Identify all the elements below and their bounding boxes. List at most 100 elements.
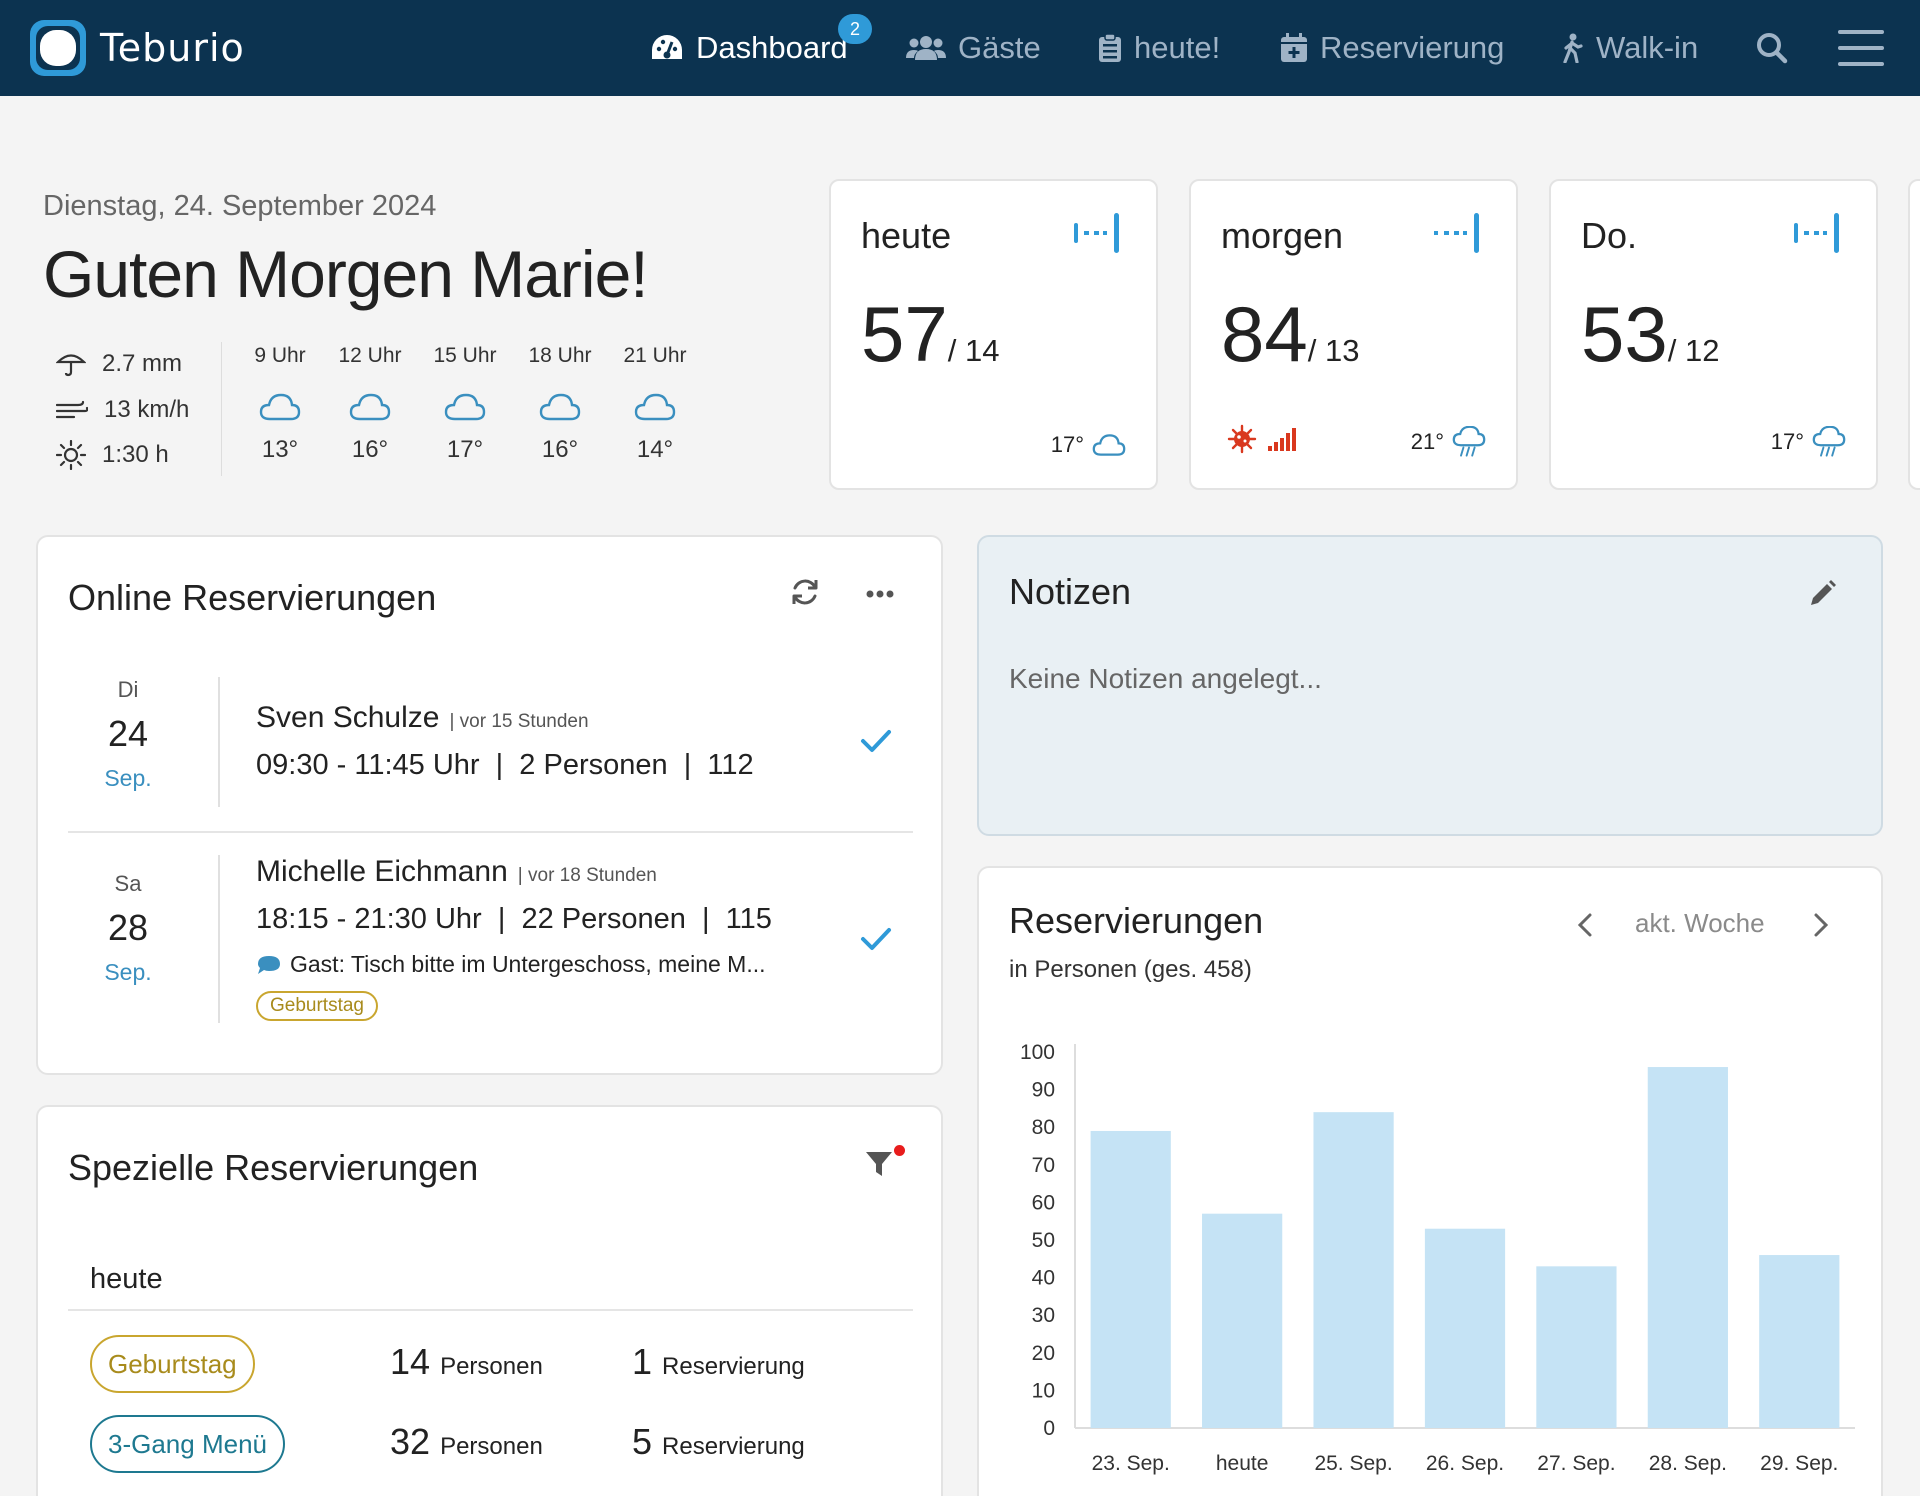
hour-temp: 13° bbox=[261, 436, 299, 463]
edit-pencil-icon[interactable] bbox=[1807, 579, 1837, 609]
chart-bar bbox=[1313, 1112, 1394, 1428]
forecast-card-thursday[interactable]: Do. 53/ 12 17° bbox=[1549, 179, 1878, 490]
reservation-item[interactable]: Sa 28 Sep. Michelle Eichmann | vor 18 Stu… bbox=[68, 855, 913, 1023]
cloud-icon bbox=[634, 393, 676, 421]
reservation-count: 1 Reservierung bbox=[632, 1341, 805, 1382]
hamburger-menu-icon[interactable] bbox=[1838, 30, 1884, 78]
y-tick-label: 60 bbox=[1032, 1191, 1055, 1214]
x-tick-label: heute bbox=[1216, 1452, 1269, 1475]
nav-reservierung[interactable]: Reservierung bbox=[1280, 28, 1504, 68]
forecast-reservations: / 14 bbox=[947, 333, 1000, 368]
time-ago: | vor 18 Stunden bbox=[517, 865, 657, 886]
cloud-icon bbox=[349, 393, 391, 421]
confirm-check-icon[interactable] bbox=[860, 927, 892, 951]
reservation-count: 5 Reservierung bbox=[632, 1421, 805, 1462]
tag-label: Geburtstag bbox=[256, 991, 378, 1021]
period-label[interactable]: akt. Woche bbox=[1635, 908, 1765, 938]
capacity-gauge-icon bbox=[1434, 213, 1479, 253]
hourly-forecast-item: 12 Uhr 16° bbox=[330, 344, 410, 464]
filter-icon[interactable] bbox=[864, 1149, 894, 1179]
nav-heute-label: heute! bbox=[1134, 30, 1221, 65]
capacity-gauge-icon bbox=[1074, 213, 1119, 253]
search-icon[interactable] bbox=[1756, 32, 1788, 64]
forecast-temp: 17° bbox=[1770, 429, 1804, 454]
forecast-day: Do. bbox=[1581, 215, 1638, 256]
hour-label: 15 Uhr bbox=[433, 344, 497, 367]
hourly-forecast-item: 21 Uhr 14° bbox=[615, 344, 695, 464]
forecast-day: heute bbox=[861, 215, 952, 256]
refresh-icon[interactable] bbox=[790, 577, 820, 607]
forecast-temp: 17° bbox=[1050, 432, 1084, 457]
hour-temp: 16° bbox=[351, 436, 389, 463]
hourly-forecast-item: 9 Uhr 13° bbox=[240, 344, 320, 464]
confirm-check-icon[interactable] bbox=[860, 729, 892, 753]
reservation-details: 18:15 - 21:30 Uhr | 22 Personen | 115 bbox=[256, 903, 772, 935]
filter-active-dot bbox=[894, 1145, 905, 1156]
sun-value: 1:30 h bbox=[102, 441, 169, 468]
reservation-item[interactable]: Di 24 Sep. Sven Schulze | vor 15 Stunden … bbox=[68, 677, 913, 807]
more-options-icon[interactable] bbox=[866, 590, 894, 598]
sun-icon bbox=[56, 440, 86, 470]
forecast-persons: 53/ 12 bbox=[1581, 290, 1720, 378]
forecast-card-next[interactable] bbox=[1908, 179, 1920, 490]
section-divider bbox=[68, 1309, 913, 1311]
forecast-alerts bbox=[1227, 424, 1299, 454]
forecast-persons: 57/ 14 bbox=[861, 290, 1000, 378]
special-row[interactable]: 3-Gang Menü 32 Personen 5 Reservierung bbox=[38, 1415, 943, 1475]
tag-pill[interactable]: Geburtstag bbox=[90, 1335, 255, 1393]
umbrella-icon bbox=[56, 354, 86, 377]
users-icon bbox=[906, 36, 946, 60]
cloud-icon bbox=[1092, 434, 1126, 456]
guest-note-text: Gast: Tisch bitte im Untergeschoss, mein… bbox=[290, 951, 766, 977]
cloud-icon bbox=[259, 393, 301, 421]
cloud-icon bbox=[539, 393, 581, 421]
special-reservations-panel: Spezielle Reservierungen heute Geburtsta… bbox=[36, 1105, 943, 1496]
chevron-right-icon[interactable] bbox=[1811, 912, 1831, 938]
y-tick-label: 100 bbox=[1020, 1041, 1055, 1064]
nav-gaeste[interactable]: Gäste bbox=[906, 28, 1041, 68]
clipboard-list-icon bbox=[1099, 33, 1121, 62]
nav-walkin[interactable]: Walk-in bbox=[1560, 28, 1698, 68]
reservation-weekday: Sa bbox=[114, 871, 142, 896]
forecast-reservations: / 12 bbox=[1667, 333, 1720, 368]
chart-bar bbox=[1536, 1266, 1617, 1428]
forecast-card-tomorrow[interactable]: morgen 84/ 13 21° bbox=[1189, 179, 1518, 490]
tag-pill[interactable]: 3-Gang Menü bbox=[90, 1415, 285, 1473]
guest-name: Michelle Eichmann | vor 18 Stunden bbox=[256, 855, 657, 888]
x-tick-label: 28. Sep. bbox=[1649, 1452, 1727, 1475]
birthday-tag: Geburtstag bbox=[256, 991, 378, 1021]
guest-note: Gast: Tisch bitte im Untergeschoss, mein… bbox=[256, 951, 766, 978]
sun-stat: 1:30 h bbox=[56, 440, 169, 470]
x-tick-label: 27. Sep. bbox=[1537, 1452, 1615, 1475]
forecast-weather: 21° bbox=[1411, 426, 1486, 458]
x-tick-label: 25. Sep. bbox=[1314, 1452, 1392, 1475]
chevron-left-icon[interactable] bbox=[1575, 912, 1595, 938]
x-tick-label: 26. Sep. bbox=[1426, 1452, 1504, 1475]
nav-heute[interactable]: heute! bbox=[1098, 28, 1220, 68]
reservation-day: 28 bbox=[107, 907, 149, 948]
persons-count: 14 Personen bbox=[390, 1341, 543, 1382]
y-tick-label: 40 bbox=[1032, 1267, 1055, 1290]
reservation-date: Sa 28 Sep. bbox=[68, 871, 188, 986]
reservation-weekday: Di bbox=[117, 677, 139, 702]
nav-dashboard-label: Dashboard bbox=[696, 30, 848, 65]
capacity-gauge-icon bbox=[1794, 213, 1839, 253]
y-tick-label: 70 bbox=[1032, 1154, 1055, 1177]
hourly-forecast-item: 15 Uhr 17° bbox=[425, 344, 505, 464]
wind-value: 13 km/h bbox=[104, 396, 190, 423]
hour-temp: 16° bbox=[541, 436, 579, 463]
nav-dashboard[interactable]: Dashboard bbox=[650, 28, 848, 68]
app-logo[interactable]: Teburio bbox=[28, 18, 245, 78]
y-tick-label: 80 bbox=[1032, 1116, 1055, 1139]
forecast-card-today[interactable]: heute 57/ 14 17° bbox=[829, 179, 1158, 490]
y-tick-label: 20 bbox=[1032, 1342, 1055, 1365]
nav-walkin-label: Walk-in bbox=[1596, 30, 1699, 65]
special-row[interactable]: Geburtstag 14 Personen 1 Reservierung bbox=[38, 1335, 943, 1395]
hourly-forecast-item: 18 Uhr 16° bbox=[520, 344, 600, 464]
current-date: Dienstag, 24. September 2024 bbox=[43, 190, 437, 222]
notes-empty-text: Keine Notizen angelegt... bbox=[1009, 663, 1322, 694]
cloud-rain-icon bbox=[1452, 426, 1486, 457]
y-tick-label: 90 bbox=[1032, 1079, 1055, 1102]
top-navbar: Teburio Dashboard 2 Gäste heute! Rese bbox=[0, 0, 1920, 96]
panel-title: Spezielle Reservierungen bbox=[68, 1147, 479, 1188]
